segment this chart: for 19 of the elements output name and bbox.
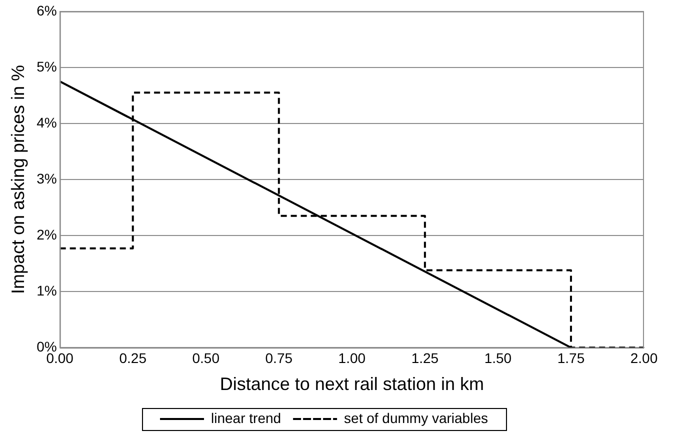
x-tick-label: 0.25 (119, 350, 147, 366)
y-tick-label: 3% (36, 170, 57, 186)
legend-label: linear trend (211, 410, 282, 426)
y-tick-label: 6% (36, 2, 57, 18)
y-axis-title: Impact on asking prices in % (8, 64, 28, 294)
x-tick-label: 0.50 (192, 350, 220, 366)
y-tick-label: 5% (36, 58, 57, 74)
y-tick-label: 1% (36, 282, 57, 298)
x-tick-label: 1.00 (338, 350, 366, 366)
y-tick-label: 2% (36, 226, 57, 242)
x-tick-label: 0.75 (265, 350, 293, 366)
x-axis-title: Distance to next rail station in km (220, 374, 484, 394)
x-tick-label: 2.00 (630, 350, 658, 366)
legend-label: set of dummy variables (344, 410, 488, 426)
x-tick-label: 1.75 (557, 350, 585, 366)
x-tick-label: 1.25 (411, 350, 439, 366)
y-tick-label: 0% (36, 338, 57, 354)
x-tick-label: 1.50 (484, 350, 512, 366)
y-tick-label: 4% (36, 114, 57, 130)
